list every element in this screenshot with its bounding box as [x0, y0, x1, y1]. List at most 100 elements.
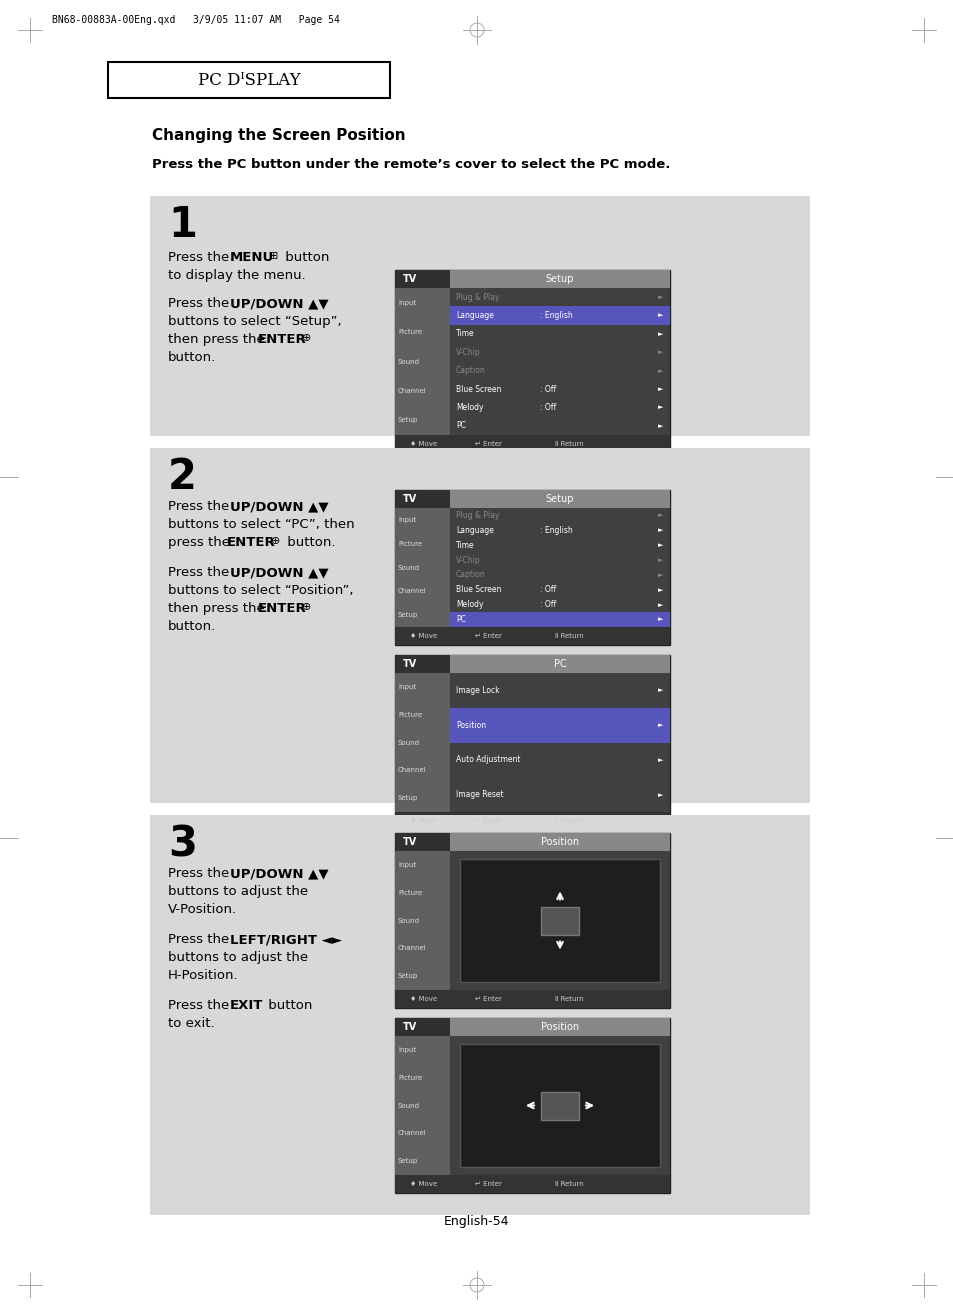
Text: to exit.: to exit.	[168, 1016, 214, 1030]
Text: ⊕: ⊕	[302, 333, 311, 343]
Text: Caption: Caption	[456, 571, 485, 580]
Text: ENTER: ENTER	[257, 333, 307, 346]
Text: Setup: Setup	[397, 417, 417, 423]
Bar	[395, 832, 669, 1009]
Text: ♦ Move: ♦ Move	[410, 633, 436, 639]
Text: ►: ►	[658, 617, 662, 622]
Text: V-Position.: V-Position.	[168, 903, 237, 917]
Bar	[395, 655, 669, 830]
Bar	[395, 832, 450, 851]
Bar	[150, 815, 809, 1215]
Bar	[395, 435, 669, 452]
Text: ↵ Enter: ↵ Enter	[475, 633, 501, 639]
Bar	[395, 490, 450, 508]
Bar	[450, 832, 669, 851]
Text: Image Lock: Image Lock	[456, 686, 499, 694]
Text: English-54: English-54	[444, 1215, 509, 1228]
Text: ►: ►	[658, 757, 662, 763]
Text: button: button	[264, 999, 312, 1013]
Text: Setup: Setup	[545, 494, 574, 504]
Text: ►: ►	[658, 331, 662, 337]
Bar	[395, 851, 450, 990]
Text: Melody: Melody	[456, 600, 483, 609]
Text: ⊕: ⊕	[271, 537, 280, 546]
Text: Press the: Press the	[168, 565, 233, 579]
Text: ►: ►	[658, 527, 662, 534]
Text: TV: TV	[402, 274, 416, 284]
Text: buttons to adjust the: buttons to adjust the	[168, 951, 308, 964]
Text: ►: ►	[658, 558, 662, 563]
Text: ♦ Move: ♦ Move	[410, 441, 436, 447]
Text: ♦ Move: ♦ Move	[410, 995, 436, 1002]
Bar	[395, 270, 669, 452]
Text: Press the PC button under the remote’s cover to select the PC mode.: Press the PC button under the remote’s c…	[152, 158, 670, 171]
Text: Input: Input	[397, 300, 416, 305]
Text: ►: ►	[658, 602, 662, 608]
Text: ENTER: ENTER	[257, 602, 307, 615]
Text: Setup: Setup	[397, 1159, 417, 1164]
Text: Setup: Setup	[397, 973, 417, 980]
Text: ►: ►	[658, 542, 662, 548]
Text: PC: PC	[553, 659, 566, 669]
Text: Position: Position	[456, 721, 486, 730]
Text: ►: ►	[658, 387, 662, 392]
Text: Press the: Press the	[168, 867, 233, 880]
Text: Time: Time	[456, 330, 475, 338]
Text: MENU: MENU	[230, 251, 274, 264]
Text: ►: ►	[658, 722, 662, 729]
Text: Picture: Picture	[397, 1074, 421, 1081]
Text: ♦ Move: ♦ Move	[410, 1181, 436, 1187]
Text: to display the menu.: to display the menu.	[168, 270, 305, 281]
Text: Sound: Sound	[397, 359, 419, 364]
Text: ↵ Enter: ↵ Enter	[475, 1181, 501, 1187]
Text: Input: Input	[397, 861, 416, 868]
Text: ↵ Enter: ↵ Enter	[475, 995, 501, 1002]
Text: Press the: Press the	[168, 297, 233, 310]
Text: ►: ►	[658, 688, 662, 693]
Text: Ⅱ Return: Ⅱ Return	[555, 1181, 583, 1187]
Text: Setup: Setup	[397, 796, 417, 801]
Text: Press the: Press the	[168, 500, 233, 513]
Text: Position: Position	[540, 838, 578, 847]
Text: ►: ►	[658, 350, 662, 355]
Text: Setup: Setup	[397, 611, 417, 618]
Text: Auto Adjustment: Auto Adjustment	[456, 755, 520, 764]
Text: Ⅱ Return: Ⅱ Return	[555, 995, 583, 1002]
Text: ↵ Enter: ↵ Enter	[475, 441, 501, 447]
Text: TV: TV	[402, 1022, 416, 1032]
Text: V-Chip: V-Chip	[456, 555, 480, 564]
Text: ►: ►	[658, 572, 662, 577]
Bar	[459, 1044, 659, 1166]
Text: 3: 3	[168, 823, 196, 865]
Text: press the: press the	[168, 537, 234, 548]
Text: Plug & Play: Plug & Play	[456, 512, 499, 519]
Text: ►: ►	[658, 513, 662, 518]
Text: Channel: Channel	[397, 388, 426, 394]
Bar	[450, 270, 669, 288]
Bar	[395, 655, 450, 673]
Text: button.: button.	[283, 537, 335, 548]
Text: ♦ Move: ♦ Move	[410, 818, 436, 825]
Text: buttons to select “Position”,: buttons to select “Position”,	[168, 584, 354, 597]
Text: LEFT/RIGHT ◄►: LEFT/RIGHT ◄►	[230, 934, 342, 945]
Bar	[540, 1091, 578, 1119]
Text: Caption: Caption	[456, 366, 485, 375]
Text: Channel: Channel	[397, 767, 426, 773]
Bar	[395, 1018, 450, 1036]
Text: UP/DOWN ▲▼: UP/DOWN ▲▼	[230, 867, 328, 880]
Text: Language: Language	[456, 312, 494, 320]
Text: PC: PC	[456, 421, 465, 430]
Text: Time: Time	[456, 540, 475, 550]
Bar	[395, 288, 450, 435]
Text: ►: ►	[658, 423, 662, 429]
Text: Blue Screen: Blue Screen	[456, 384, 501, 393]
Text: H-Position.: H-Position.	[168, 969, 238, 982]
Bar	[450, 655, 669, 673]
Bar	[395, 1018, 669, 1193]
Text: UP/DOWN ▲▼: UP/DOWN ▲▼	[230, 565, 328, 579]
Text: Blue Screen: Blue Screen	[456, 585, 501, 594]
Text: Picture: Picture	[397, 890, 421, 896]
Text: Sound: Sound	[397, 564, 419, 571]
Text: 2: 2	[168, 456, 196, 498]
Text: Language: Language	[456, 526, 494, 535]
